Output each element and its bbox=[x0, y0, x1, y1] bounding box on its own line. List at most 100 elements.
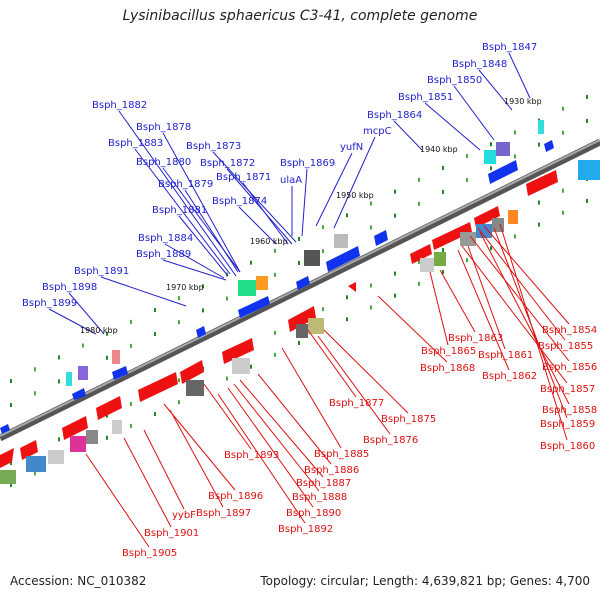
gene-box[interactable] bbox=[78, 366, 88, 380]
gene-label-upper[interactable]: Bsph_1879 bbox=[158, 179, 213, 190]
gene-label-lower[interactable]: Bsph_1854 bbox=[542, 325, 597, 336]
gene-label-lower[interactable]: Bsph_1887 bbox=[296, 478, 351, 489]
gene-label-lower[interactable]: Bsph_1860 bbox=[540, 441, 595, 452]
gene-label-upper[interactable]: mcpC bbox=[363, 126, 392, 137]
gene-arrow[interactable] bbox=[196, 326, 206, 338]
gene-arrow[interactable] bbox=[96, 396, 122, 420]
gene-label-upper[interactable]: yufN bbox=[340, 142, 363, 153]
gene-label-upper[interactable]: Bsph_1889 bbox=[136, 249, 191, 260]
gene-label-upper[interactable]: Bsph_1899 bbox=[22, 298, 77, 309]
gene-box[interactable] bbox=[0, 470, 16, 484]
gene-arrow[interactable] bbox=[296, 276, 310, 290]
gene-label-lower[interactable]: Bsph_1886 bbox=[304, 465, 359, 476]
gene-arrow[interactable] bbox=[20, 440, 38, 460]
gene-arrow[interactable] bbox=[72, 388, 86, 400]
gene-box[interactable] bbox=[70, 436, 86, 452]
gene-arrow[interactable] bbox=[222, 338, 254, 364]
gene-arrow[interactable] bbox=[0, 424, 10, 434]
gene-label-lower[interactable]: Bsph_1863 bbox=[448, 333, 503, 344]
gene-label-lower[interactable]: yybF bbox=[172, 510, 196, 521]
gene-label-upper[interactable]: Bsph_1873 bbox=[186, 141, 241, 152]
gene-label-lower[interactable]: Bsph_1890 bbox=[286, 508, 341, 519]
gene-arrow[interactable] bbox=[488, 160, 518, 184]
gene-label-lower[interactable]: Bsph_1875 bbox=[381, 414, 436, 425]
gene-arrow[interactable] bbox=[180, 360, 204, 384]
gene-label-lower[interactable]: Bsph_1897 bbox=[196, 508, 251, 519]
gene-box[interactable] bbox=[26, 456, 46, 472]
gene-label-upper[interactable]: Bsph_1881 bbox=[152, 205, 207, 216]
gene-label-lower[interactable]: Bsph_1858 bbox=[542, 405, 597, 416]
gene-arrow[interactable] bbox=[0, 448, 14, 468]
gene-box[interactable] bbox=[496, 142, 510, 156]
gene-arrow[interactable] bbox=[62, 416, 88, 440]
gene-box[interactable] bbox=[538, 120, 544, 134]
gene-label-upper[interactable]: Bsph_1864 bbox=[367, 110, 422, 121]
gene-arrow[interactable] bbox=[374, 230, 388, 246]
gene-label-upper[interactable]: Bsph_1884 bbox=[138, 233, 193, 244]
gene-arrow[interactable] bbox=[326, 246, 360, 272]
gene-label-lower[interactable]: Bsph_1892 bbox=[278, 524, 333, 535]
gene-label-upper[interactable]: Bsph_1880 bbox=[136, 157, 191, 168]
gene-arrow[interactable] bbox=[544, 140, 554, 152]
gene-box[interactable] bbox=[232, 358, 250, 374]
gene-label-lower[interactable]: Bsph_1885 bbox=[314, 449, 369, 460]
gene-arrow[interactable] bbox=[348, 282, 356, 292]
gene-label-upper[interactable]: Bsph_1869 bbox=[280, 158, 335, 169]
gene-arrow[interactable] bbox=[474, 206, 500, 228]
gene-box[interactable] bbox=[484, 150, 496, 164]
gene-label-lower[interactable]: Bsph_1855 bbox=[538, 341, 593, 352]
gene-label-lower[interactable]: Bsph_1876 bbox=[363, 435, 418, 446]
gene-label-lower[interactable]: Bsph_1868 bbox=[420, 363, 475, 374]
gene-arrow[interactable] bbox=[410, 244, 432, 264]
gene-label-upper[interactable]: Bsph_1882 bbox=[92, 100, 147, 111]
gene-label-upper[interactable]: Bsph_1891 bbox=[74, 266, 129, 277]
gene-label-lower[interactable]: Bsph_1905 bbox=[122, 548, 177, 559]
gene-box[interactable] bbox=[48, 450, 64, 464]
gene-box[interactable] bbox=[112, 420, 122, 434]
gene-label-upper[interactable]: Bsph_1898 bbox=[42, 282, 97, 293]
gene-box[interactable] bbox=[304, 250, 320, 266]
gene-label-lower[interactable]: Bsph_1862 bbox=[482, 371, 537, 382]
gene-box[interactable] bbox=[308, 318, 324, 334]
gene-label-lower[interactable]: Bsph_1896 bbox=[208, 491, 263, 502]
gene-label-lower[interactable]: Bsph_1901 bbox=[144, 528, 199, 539]
gene-label-upper[interactable]: Bsph_1874 bbox=[212, 196, 267, 207]
gene-box[interactable] bbox=[238, 280, 256, 296]
gene-arrow[interactable] bbox=[138, 372, 178, 402]
gene-label-lower[interactable]: Bsph_1859 bbox=[540, 419, 595, 430]
gene-arrow[interactable] bbox=[112, 366, 128, 380]
gene-box[interactable] bbox=[460, 232, 476, 246]
gene-box[interactable] bbox=[420, 258, 434, 272]
gene-box[interactable] bbox=[476, 224, 492, 238]
gene-box[interactable] bbox=[296, 324, 308, 338]
gene-label-lower[interactable]: Bsph_1877 bbox=[329, 398, 384, 409]
gene-box[interactable] bbox=[86, 430, 98, 444]
gene-box[interactable] bbox=[334, 234, 348, 248]
gene-box[interactable] bbox=[66, 372, 72, 386]
gene-label-upper[interactable]: Bsph_1871 bbox=[216, 172, 271, 183]
gene-box[interactable] bbox=[508, 210, 518, 224]
gene-arrow[interactable] bbox=[238, 296, 270, 318]
gene-label-upper[interactable]: Bsph_1883 bbox=[108, 138, 163, 149]
gene-arrow[interactable] bbox=[526, 170, 558, 196]
gene-label-upper[interactable]: ulaA bbox=[280, 175, 302, 186]
gene-label-lower[interactable]: Bsph_1893 bbox=[224, 450, 279, 461]
gene-label-lower[interactable]: Bsph_1861 bbox=[478, 350, 533, 361]
gene-label-upper[interactable]: Bsph_1848 bbox=[452, 59, 507, 70]
gene-label-upper[interactable]: Bsph_1872 bbox=[200, 158, 255, 169]
gene-label-lower[interactable]: Bsph_1856 bbox=[542, 362, 597, 373]
gene-arrow[interactable] bbox=[432, 222, 472, 250]
gene-label-upper[interactable]: Bsph_1850 bbox=[427, 75, 482, 86]
gene-arrow[interactable] bbox=[288, 306, 316, 332]
gene-box[interactable] bbox=[256, 276, 268, 290]
gene-label-lower[interactable]: Bsph_1865 bbox=[421, 346, 476, 357]
gene-box[interactable] bbox=[578, 160, 600, 180]
gene-label-lower[interactable]: Bsph_1888 bbox=[292, 492, 347, 503]
gene-box[interactable] bbox=[434, 252, 446, 266]
gene-label-upper[interactable]: Bsph_1851 bbox=[398, 92, 453, 103]
gene-box[interactable] bbox=[112, 350, 120, 364]
gene-box[interactable] bbox=[186, 380, 204, 396]
gene-label-upper[interactable]: Bsph_1847 bbox=[482, 42, 537, 53]
gene-label-lower[interactable]: Bsph_1857 bbox=[540, 384, 595, 395]
gene-label-upper[interactable]: Bsph_1878 bbox=[136, 122, 191, 133]
